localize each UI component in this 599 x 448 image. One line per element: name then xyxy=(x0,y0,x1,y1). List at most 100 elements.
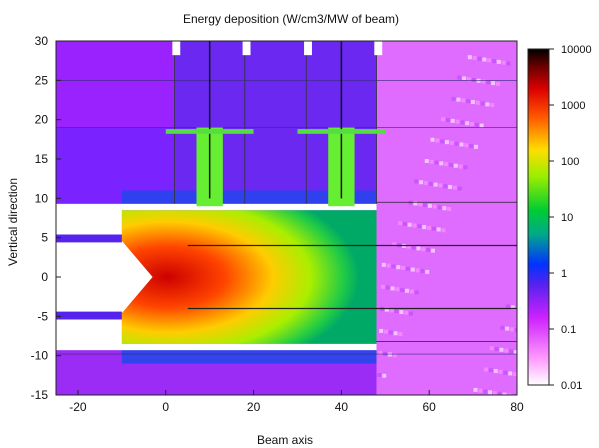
colorbar-tick-label: 10 xyxy=(561,212,573,224)
noise-cell xyxy=(487,58,492,63)
noise-cell xyxy=(399,310,404,315)
noise-cell xyxy=(509,327,514,332)
colorbar xyxy=(527,48,550,386)
noise-cell xyxy=(505,326,510,331)
noise-cell xyxy=(415,268,420,273)
noise-cell xyxy=(438,183,443,188)
noise-cell xyxy=(503,370,508,375)
noise-cell xyxy=(427,203,432,208)
entrance-wall-upper xyxy=(56,234,122,243)
noise-cell xyxy=(495,81,500,86)
noise-cell xyxy=(402,221,407,226)
noise-cell xyxy=(490,103,495,108)
noise-cell xyxy=(496,59,501,64)
noise-cell xyxy=(485,102,490,107)
noise-cell xyxy=(426,247,431,252)
noise-cell xyxy=(457,75,462,80)
noise-cell xyxy=(502,392,507,395)
noise-cell xyxy=(412,223,417,228)
y-tick-label: 0 xyxy=(41,270,48,284)
fin-bar xyxy=(165,129,254,134)
noise-cell xyxy=(470,122,475,127)
noise-cell xyxy=(465,121,470,126)
colorbar-tick-label: 0.1 xyxy=(561,324,576,336)
colorbar-ticks: 10000 1000 100 10 1 0.1 0.01 xyxy=(549,44,592,392)
noise-cell xyxy=(442,206,447,211)
noise-cell xyxy=(386,263,391,268)
noise-cell xyxy=(390,286,395,291)
noise-cell xyxy=(479,123,484,128)
x-tick-label: -20 xyxy=(69,400,87,414)
noise-cell xyxy=(473,144,478,149)
noise-cell xyxy=(417,224,422,229)
noise-cell xyxy=(481,79,486,84)
noise-cell xyxy=(514,328,517,333)
noise-cell xyxy=(506,304,511,309)
heatmap-plot-area xyxy=(56,41,517,399)
y-tick-label: 15 xyxy=(35,152,49,166)
noise-cell xyxy=(451,96,456,101)
noise-cell xyxy=(393,331,398,336)
noise-cell xyxy=(504,348,509,353)
x-tick-label: 0 xyxy=(162,400,169,414)
noise-cell xyxy=(404,310,409,315)
noise-cell xyxy=(433,182,438,187)
x-axis-label: Beam axis xyxy=(257,433,313,447)
y-axis-label: Vertical direction xyxy=(6,178,20,266)
noise-cell xyxy=(382,373,387,378)
noise-cell xyxy=(426,225,431,230)
noise-cell xyxy=(449,140,454,145)
noise-cell xyxy=(471,77,476,82)
entrance-wall-lower xyxy=(56,311,122,320)
x-tick-label: 60 xyxy=(423,400,437,414)
noise-cell xyxy=(428,181,433,186)
noise-cell xyxy=(418,202,423,207)
noise-cell xyxy=(413,201,418,206)
noise-cell xyxy=(430,248,435,253)
noise-cell xyxy=(458,164,463,169)
noise-cell xyxy=(395,287,400,292)
noise-cell xyxy=(398,332,403,337)
noise-cell xyxy=(384,307,389,312)
noise-cell xyxy=(476,78,481,83)
upper-gap xyxy=(56,203,377,211)
noise-cell xyxy=(378,350,383,355)
x-axis-ticks: -20 0 20 40 60 80 xyxy=(69,390,524,414)
noise-cell xyxy=(392,353,397,358)
noise-cell xyxy=(478,388,483,393)
noise-cell xyxy=(425,269,430,274)
noise-cell xyxy=(398,221,403,226)
noise-cell xyxy=(453,163,458,168)
noise-cell xyxy=(431,226,436,231)
noise-cell xyxy=(499,347,504,352)
colorbar-tick-label: 100 xyxy=(561,156,579,168)
noise-cell xyxy=(513,350,517,355)
noise-cell xyxy=(488,390,493,395)
noise-cell xyxy=(469,144,474,149)
noise-cell xyxy=(462,76,467,81)
noise-cell xyxy=(387,352,392,357)
top-marker xyxy=(172,41,181,56)
y-tick-label: -10 xyxy=(31,349,49,363)
noise-cell xyxy=(437,205,442,210)
y-tick-label: -15 xyxy=(31,388,49,402)
noise-cell xyxy=(414,179,419,184)
noise-cell xyxy=(491,81,496,86)
y-tick-label: -5 xyxy=(37,309,48,323)
noise-cell xyxy=(377,395,381,399)
noise-cell xyxy=(407,222,412,227)
noise-cell xyxy=(497,391,502,395)
noise-cell xyxy=(472,55,477,60)
noise-cell xyxy=(385,285,390,290)
noise-cell xyxy=(436,227,441,232)
noise-cell xyxy=(406,244,411,249)
entrance-void xyxy=(56,240,153,314)
noise-cell xyxy=(423,203,428,208)
noise-cell xyxy=(444,140,449,145)
noise-cell xyxy=(392,242,397,247)
noise-cell xyxy=(455,119,460,124)
noise-cell xyxy=(421,247,426,252)
y-axis-ticks: 30 25 20 15 10 5 0 -5 -10 -15 xyxy=(31,34,61,402)
y-tick-label: 5 xyxy=(41,231,48,245)
